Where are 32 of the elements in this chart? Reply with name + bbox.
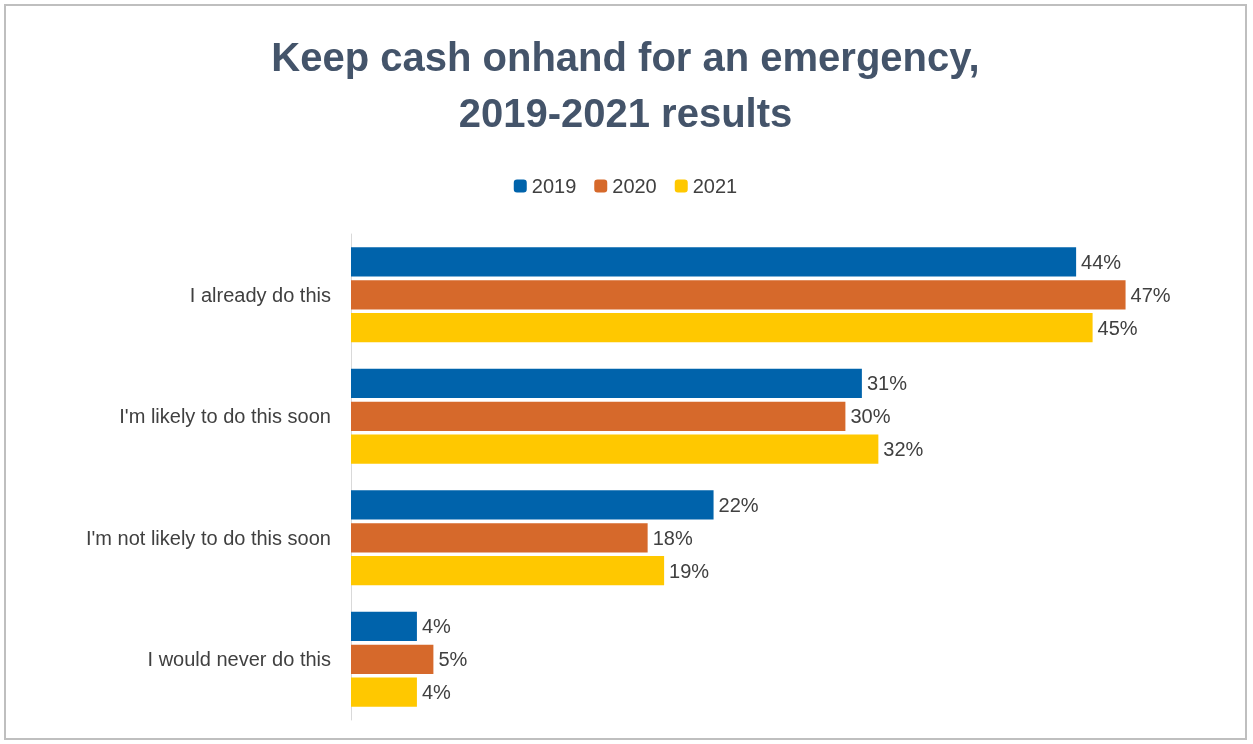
bar	[351, 611, 417, 642]
data-label: 30%	[850, 405, 891, 428]
data-label: 19%	[669, 559, 710, 582]
bar	[351, 401, 846, 431]
data-label: 5%	[438, 648, 468, 671]
data-label: 47%	[1130, 283, 1171, 306]
data-label: 45%	[1097, 316, 1138, 339]
data-label: 4%	[421, 615, 452, 638]
bar	[351, 247, 1077, 277]
data-label: 31%	[866, 372, 908, 395]
y-tick-label: I'm likely to do this soon	[119, 405, 331, 428]
legend-label: 2019	[531, 175, 577, 197]
bar	[351, 280, 1126, 310]
bar	[351, 644, 434, 674]
chart-title: Keep cash onhand for an emergency, 2019-2021 results	[271, 35, 980, 135]
bar	[351, 555, 665, 586]
bar	[351, 490, 714, 520]
bar	[351, 523, 648, 553]
data-label: 32%	[883, 438, 924, 461]
bar	[351, 677, 417, 707]
y-tick-label: I'm not likely to do this soon	[85, 526, 331, 549]
y-tick-label: I already do this	[189, 283, 331, 306]
data-label: 44%	[1081, 250, 1122, 273]
bar	[351, 368, 862, 399]
bar	[351, 434, 879, 464]
bar	[351, 312, 1093, 343]
data-label: 22%	[718, 493, 759, 516]
data-label: 18%	[652, 526, 693, 549]
legend-label: 2021	[692, 175, 738, 197]
y-tick-label: I would never do this	[147, 648, 331, 671]
legend-label: 2020	[612, 175, 657, 197]
data-label: 4%	[421, 681, 452, 704]
